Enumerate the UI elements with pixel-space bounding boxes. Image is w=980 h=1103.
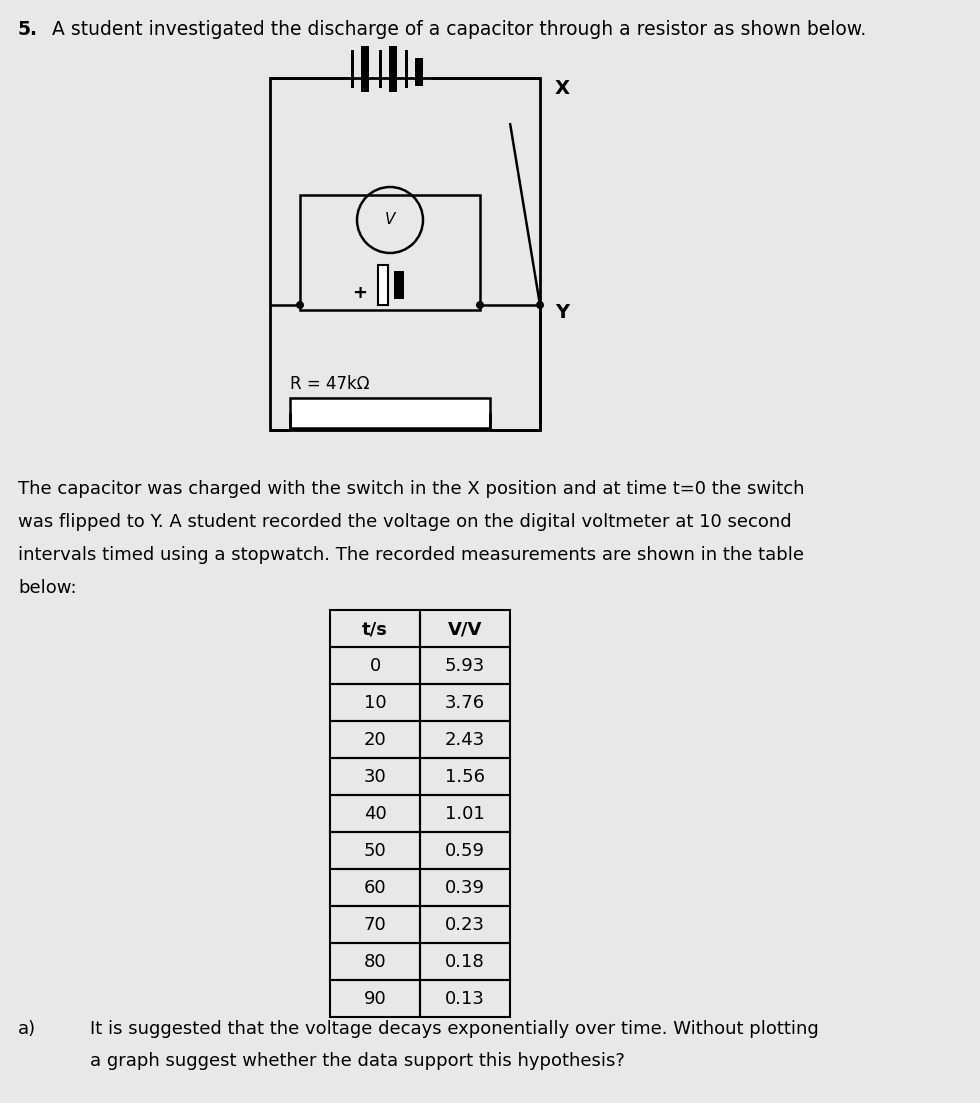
Text: a graph suggest whether the data support this hypothesis?: a graph suggest whether the data support…: [90, 1052, 625, 1070]
Bar: [420, 758, 510, 795]
Text: was flipped to Y. A student recorded the voltage on the digital voltmeter at 10 : was flipped to Y. A student recorded the…: [18, 513, 792, 531]
Bar: [330, 906, 420, 943]
Bar: [330, 832, 420, 869]
Text: R = 47kΩ: R = 47kΩ: [290, 375, 369, 393]
Bar: [330, 758, 420, 795]
Text: 5.: 5.: [18, 20, 38, 39]
Bar: [270, 78, 540, 430]
Text: t/s: t/s: [362, 620, 388, 638]
Bar: [361, 46, 369, 92]
Bar: [420, 869, 510, 906]
Text: 0: 0: [369, 657, 380, 675]
Bar: [420, 832, 510, 869]
Circle shape: [476, 301, 484, 309]
Bar: [420, 906, 510, 943]
Bar: [420, 979, 510, 1017]
Bar: [420, 795, 510, 832]
Bar: [300, 195, 480, 310]
Text: 60: 60: [364, 879, 386, 897]
Bar: [415, 58, 423, 86]
Text: X: X: [555, 78, 570, 97]
Bar: [420, 610, 510, 647]
Text: 5.93: 5.93: [445, 657, 485, 675]
Text: It is suggested that the voltage decays exponentially over time. Without plottin: It is suggested that the voltage decays …: [90, 1020, 818, 1038]
Text: The capacitor was charged with the switch in the X position and at time t=0 the : The capacitor was charged with the switc…: [18, 480, 805, 497]
Bar: [290, 398, 490, 428]
Bar: [330, 943, 420, 979]
Text: 1.01: 1.01: [445, 805, 485, 823]
Bar: [330, 795, 420, 832]
Bar: [378, 265, 388, 306]
Bar: [394, 271, 404, 299]
Text: 40: 40: [364, 805, 386, 823]
Text: 50: 50: [364, 842, 386, 860]
Bar: [420, 721, 510, 758]
Bar: [389, 46, 397, 92]
Bar: [330, 869, 420, 906]
Circle shape: [296, 301, 304, 309]
Bar: [330, 721, 420, 758]
Bar: [420, 943, 510, 979]
Text: 10: 10: [364, 694, 386, 713]
Text: +: +: [353, 283, 368, 302]
Text: 90: 90: [364, 990, 386, 1008]
Text: 0.23: 0.23: [445, 915, 485, 934]
Text: 80: 80: [364, 953, 386, 971]
Bar: [420, 684, 510, 721]
Text: 0.18: 0.18: [445, 953, 485, 971]
Bar: [330, 647, 420, 684]
Bar: [420, 647, 510, 684]
Text: 2.43: 2.43: [445, 731, 485, 749]
Bar: [379, 50, 382, 88]
Bar: [330, 979, 420, 1017]
Text: V: V: [385, 213, 395, 227]
Text: a): a): [18, 1020, 36, 1038]
Text: below:: below:: [18, 579, 76, 597]
Text: Y: Y: [555, 303, 569, 322]
Bar: [330, 684, 420, 721]
Text: 3.76: 3.76: [445, 694, 485, 713]
Bar: [351, 50, 354, 88]
Text: V/V: V/V: [448, 620, 482, 638]
Text: 70: 70: [364, 915, 386, 934]
Bar: [405, 50, 408, 88]
Text: 20: 20: [364, 731, 386, 749]
Text: 0.13: 0.13: [445, 990, 485, 1008]
Text: 0.59: 0.59: [445, 842, 485, 860]
Text: intervals timed using a stopwatch. The recorded measurements are shown in the ta: intervals timed using a stopwatch. The r…: [18, 546, 804, 564]
Bar: [330, 610, 420, 647]
Text: 0.39: 0.39: [445, 879, 485, 897]
Text: A student investigated the discharge of a capacitor through a resistor as shown : A student investigated the discharge of …: [40, 20, 866, 39]
Text: 30: 30: [364, 768, 386, 786]
Text: 1.56: 1.56: [445, 768, 485, 786]
Circle shape: [536, 301, 544, 309]
